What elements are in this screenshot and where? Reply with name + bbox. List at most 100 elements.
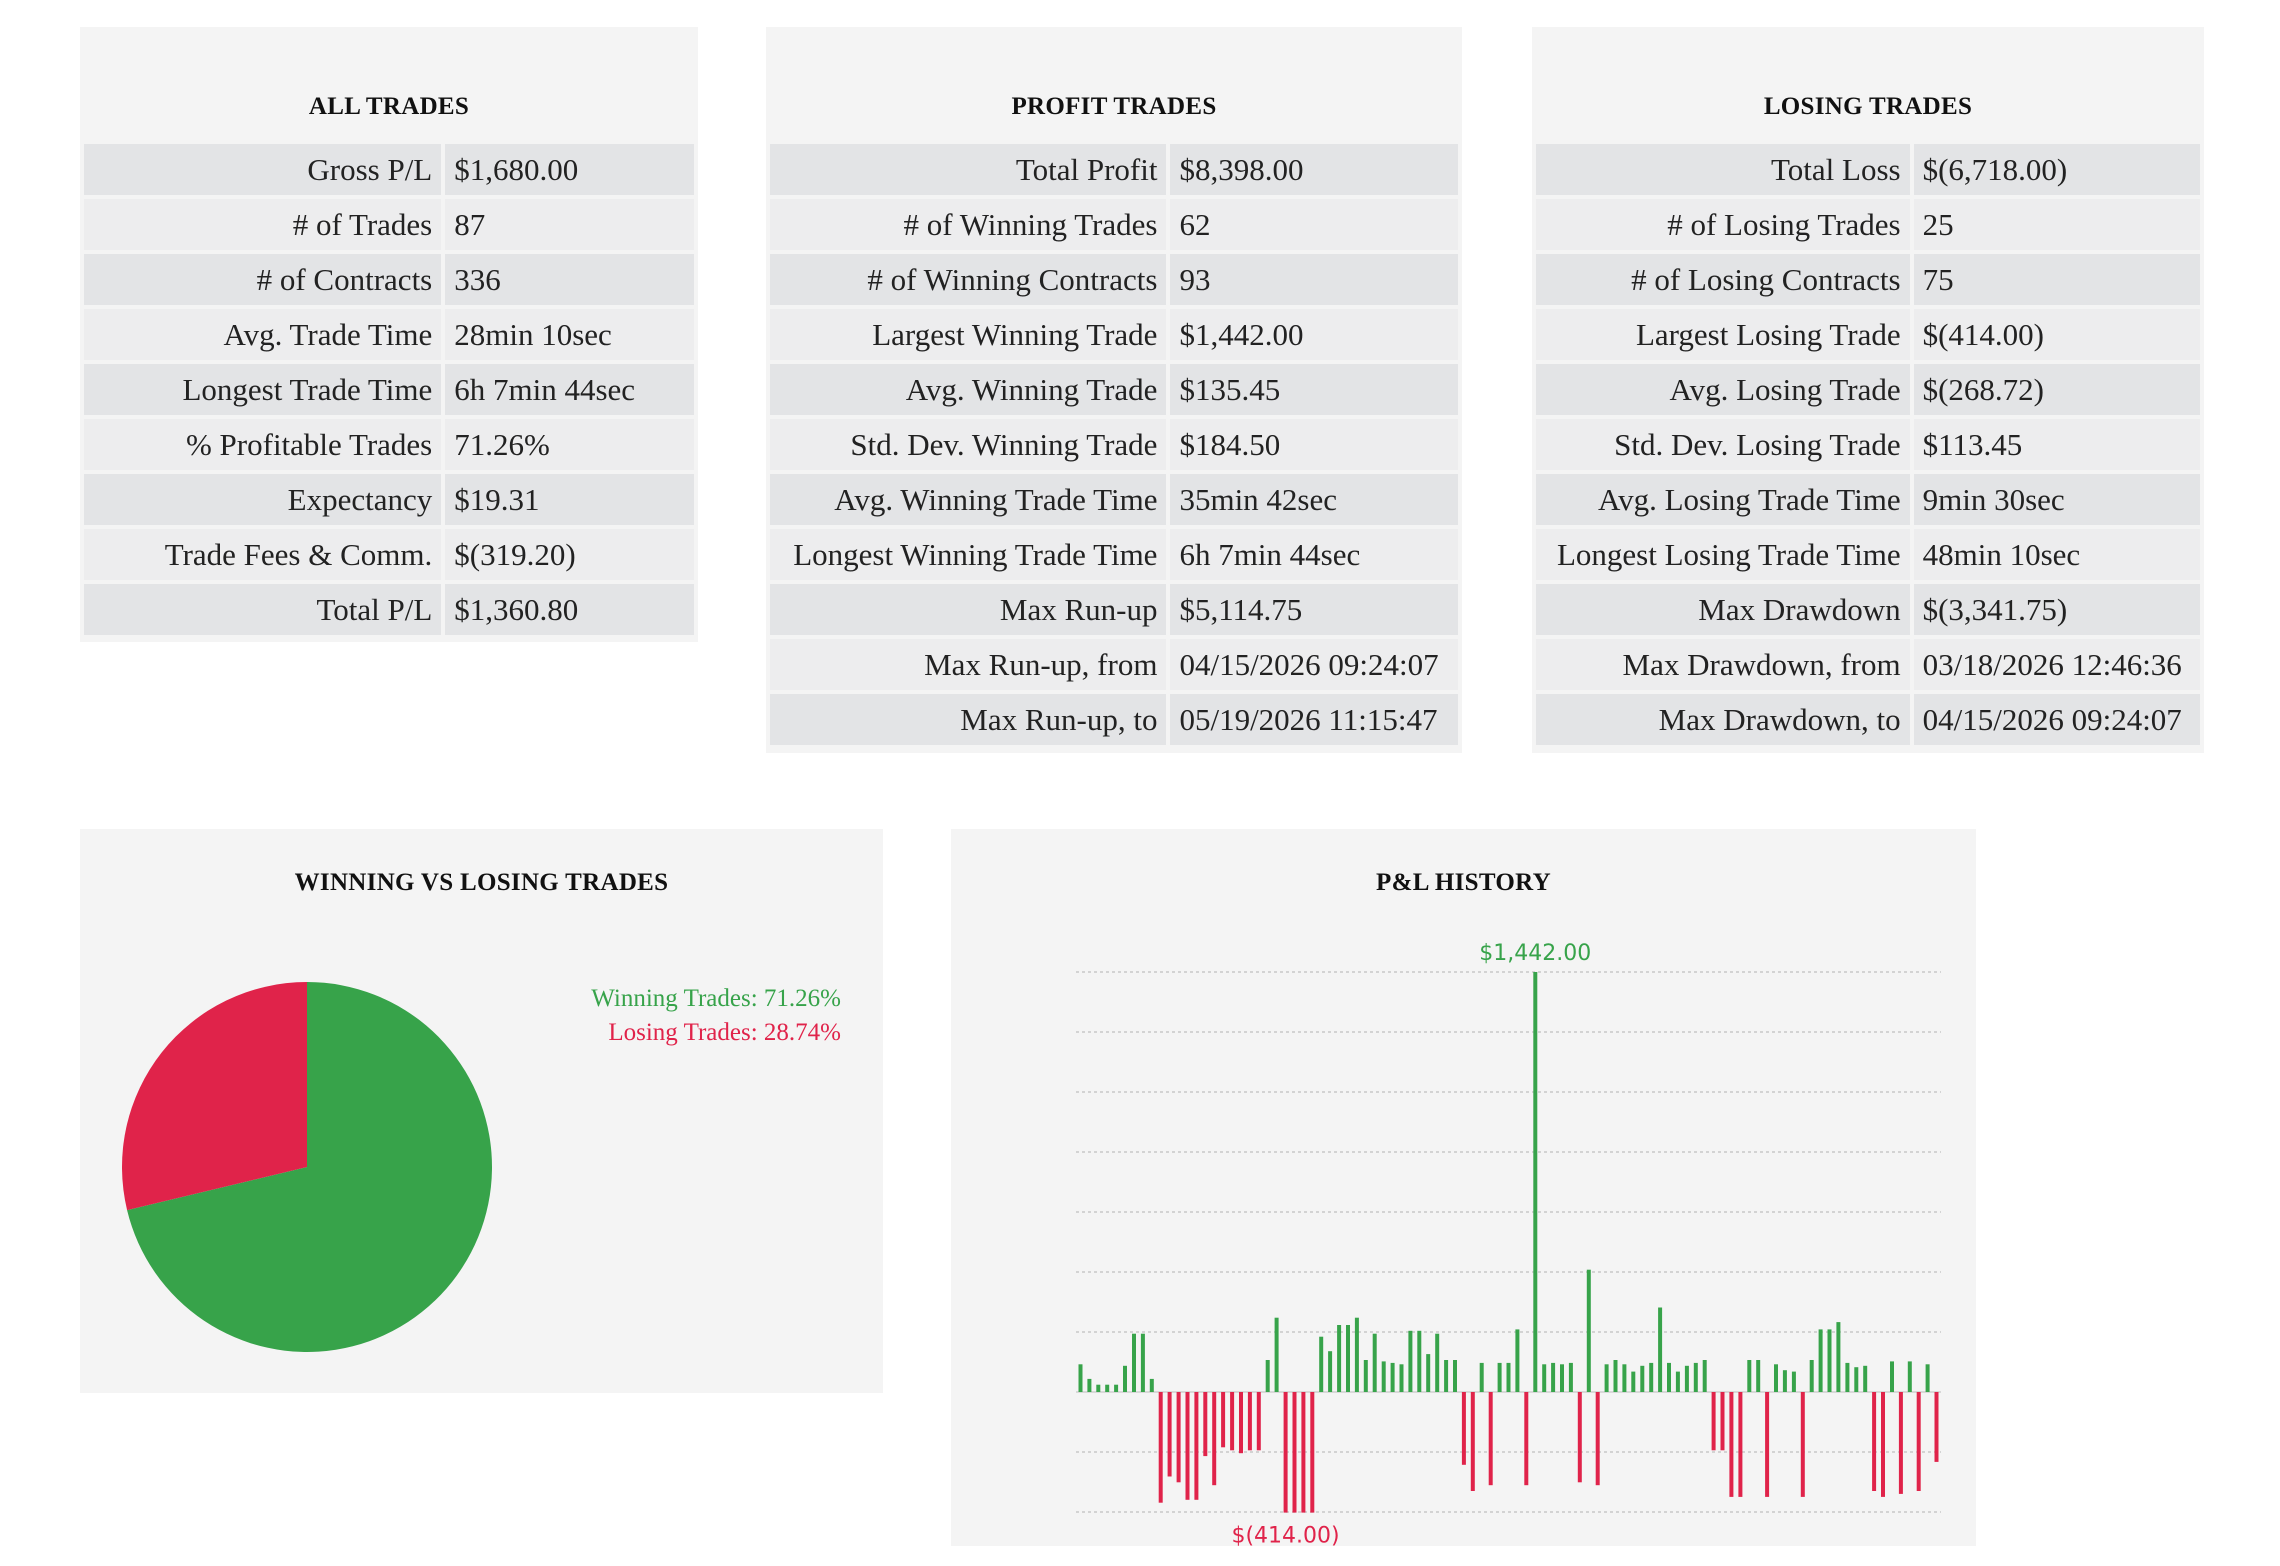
losing-trades-title: LOSING TRADES <box>1763 93 1973 120</box>
bar-profit <box>1497 1362 1502 1392</box>
stat-row: Max Run-up, to 05/19/2026 11:15:47 <box>770 694 1458 745</box>
bar-profit <box>1684 1365 1689 1392</box>
bar-loss <box>1595 1392 1600 1486</box>
stat-label: Avg. Winning Trade <box>770 364 1167 415</box>
stat-label: Avg. Winning Trade Time <box>770 474 1167 525</box>
stat-label: Longest Winning Trade Time <box>770 529 1167 580</box>
bar-loss <box>1158 1392 1163 1503</box>
stat-label: Avg. Losing Trade <box>1536 364 1910 415</box>
bar-loss <box>1185 1392 1190 1500</box>
stat-label: Max Run-up <box>770 584 1167 635</box>
stat-row: Avg. Trade Time 28min 10sec <box>84 309 694 360</box>
bar-profit <box>1087 1378 1092 1392</box>
bar-profit <box>1631 1371 1636 1392</box>
stat-value: $19.31 <box>445 474 694 525</box>
stat-value: 87 <box>445 199 694 250</box>
bar-profit <box>1337 1325 1342 1392</box>
bar-profit <box>1649 1362 1654 1392</box>
bar-profit <box>1328 1351 1333 1392</box>
bar-loss <box>1256 1392 1261 1451</box>
bar-profit <box>1693 1362 1698 1392</box>
bar-profit <box>1782 1370 1787 1392</box>
stat-row: Longest Losing Trade Time 48min 10sec <box>1536 529 2200 580</box>
stat-row: # of Losing Trades 25 <box>1536 199 2200 250</box>
bar-profit <box>1105 1384 1110 1392</box>
losing-trades-panel: LOSING TRADES Total Loss $(6,718.00) # of … <box>1532 27 2204 753</box>
stat-value: $1,680.00 <box>445 144 694 195</box>
bar-profit <box>1818 1329 1823 1392</box>
bar-profit <box>1399 1364 1404 1392</box>
stat-row: Max Run-up $5,114.75 <box>770 584 1458 635</box>
bar-loss <box>1765 1392 1770 1497</box>
pnl-history-chart: $1,442.00 $(414.00) <box>1076 941 1941 1546</box>
stat-value: 48min 10sec <box>1913 529 2200 580</box>
bar-profit <box>1827 1329 1832 1392</box>
stat-row: Trade Fees & Comm. $(319.20) <box>84 529 694 580</box>
max-value-label: $1,442.00 <box>1479 941 1591 966</box>
bar-profit <box>1890 1361 1894 1392</box>
bar-profit <box>1747 1360 1752 1392</box>
losing-trades-table: Total Loss $(6,718.00) # of Losing Trades 2… <box>1532 140 2204 749</box>
stat-value: 25 <box>1913 199 2200 250</box>
stat-value: 35min 42sec <box>1170 474 1458 525</box>
bar-profit <box>1372 1333 1377 1392</box>
bar-loss <box>1203 1392 1208 1457</box>
bar-profit <box>1453 1360 1457 1392</box>
stat-label: # of Trades <box>84 199 442 250</box>
pie-legend: Winning Trades: 71.26% Losing Trades: 28… <box>591 985 841 1047</box>
stat-row: Largest Winning Trade $1,442.00 <box>770 309 1458 360</box>
stat-value: 03/18/2026 12:46:36 <box>1913 639 2200 690</box>
bar-profit <box>1346 1325 1350 1392</box>
stat-value: $1,442.00 <box>1170 309 1458 360</box>
stat-row: Longest Winning Trade Time 6h 7min 44sec <box>770 529 1458 580</box>
stat-row: Std. Dev. Losing Trade $113.45 <box>1536 419 2200 470</box>
stat-value: 28min 10sec <box>445 309 694 360</box>
bar-profit <box>1444 1360 1449 1392</box>
stat-label: # of Contracts <box>84 254 442 305</box>
bar-loss <box>1711 1392 1716 1451</box>
stat-label: Max Drawdown, to <box>1536 694 1910 745</box>
stat-value: 9min 30sec <box>1913 474 2200 525</box>
bar-profit <box>1149 1378 1154 1392</box>
bar-profit <box>1533 972 1538 1392</box>
pie-slice-winning <box>127 982 493 1352</box>
stat-value: $(414.00) <box>1913 309 2200 360</box>
bar-profit <box>1417 1330 1422 1392</box>
bar-loss <box>1239 1392 1243 1454</box>
bar-profit <box>1613 1360 1618 1392</box>
bar-loss <box>1301 1392 1306 1513</box>
bar-profit <box>1836 1322 1841 1392</box>
bar-profit <box>1274 1317 1279 1392</box>
stat-label: # of Winning Trades <box>770 199 1167 250</box>
stat-label: Avg. Losing Trade Time <box>1536 474 1910 525</box>
stat-label: Total P/L <box>84 584 442 635</box>
all-trades-panel: ALL TRADES Gross P/L $1,680.00 # of Trades… <box>80 27 698 642</box>
bar-profit <box>1123 1365 1127 1392</box>
stat-value: $(6,718.00) <box>1913 144 2200 195</box>
bar-profit <box>1265 1360 1270 1392</box>
bar-profit <box>1381 1361 1386 1392</box>
bar-loss <box>1800 1392 1805 1497</box>
stat-value: $184.50 <box>1170 419 1458 470</box>
stat-value: 62 <box>1170 199 1458 250</box>
stat-row: Expectancy $19.31 <box>84 474 694 525</box>
stat-row: % Profitable Trades 71.26% <box>84 419 694 470</box>
stat-row: Gross P/L $1,680.00 <box>84 144 694 195</box>
bar-loss <box>1194 1392 1199 1500</box>
stat-value: $113.45 <box>1913 419 2200 470</box>
bar-loss <box>1283 1392 1288 1513</box>
stat-value: $135.45 <box>1170 364 1458 415</box>
min-value-label: $(414.00) <box>1231 1524 1339 1546</box>
stat-label: Largest Losing Trade <box>1536 309 1910 360</box>
bar-loss <box>1577 1392 1582 1483</box>
bar-profit <box>1551 1362 1556 1392</box>
bar-loss <box>1729 1392 1734 1497</box>
stat-label: Max Drawdown <box>1536 584 1910 635</box>
stat-value: $(319.20) <box>445 529 694 580</box>
stat-value: 93 <box>1170 254 1458 305</box>
stat-row: Total Profit $8,398.00 <box>770 144 1458 195</box>
bar-profit <box>1560 1364 1564 1392</box>
stat-label: Largest Winning Trade <box>770 309 1167 360</box>
stat-label: Total Profit <box>770 144 1167 195</box>
bar-profit <box>1506 1362 1511 1392</box>
